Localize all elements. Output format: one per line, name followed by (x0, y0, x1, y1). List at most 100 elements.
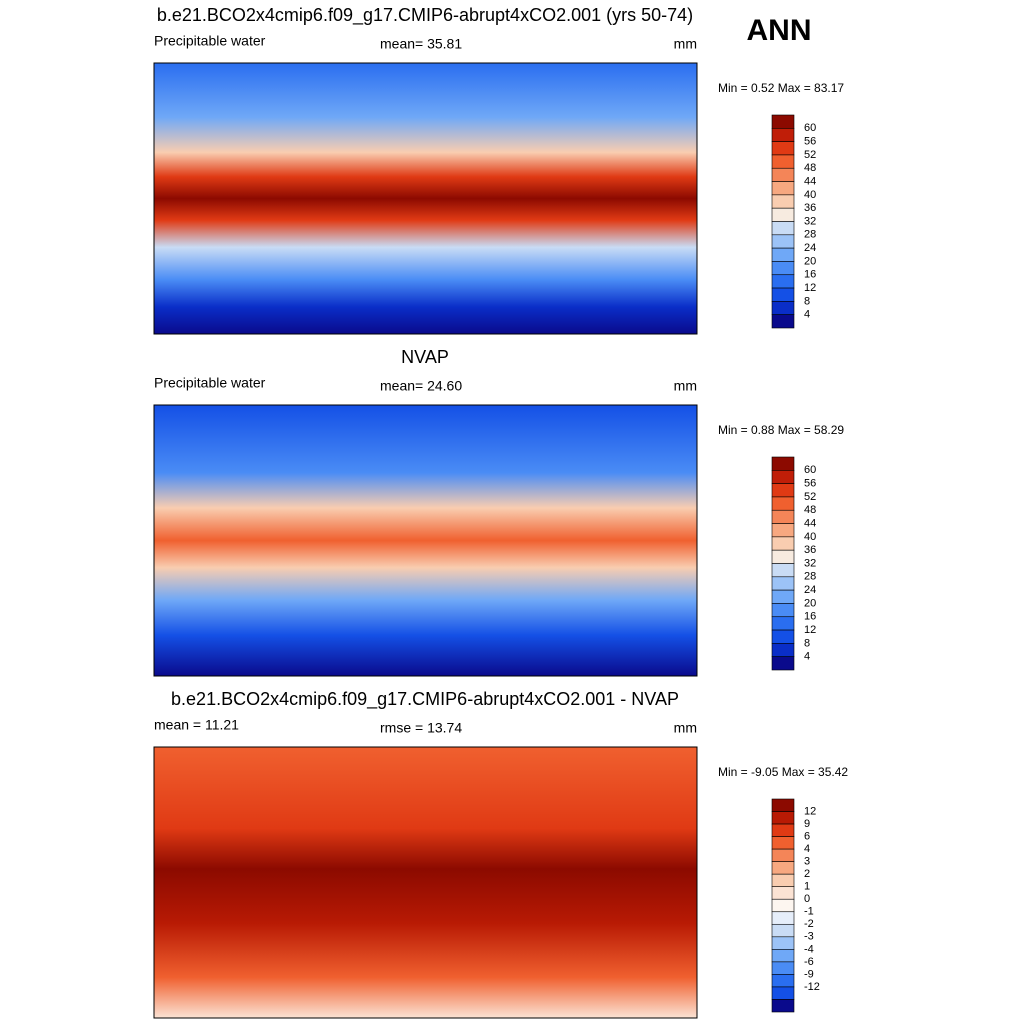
colorbar-label: 3 (804, 856, 810, 868)
colorbar-box (771, 911, 795, 925)
colorbar-label: 12 (804, 282, 816, 294)
colorbar-label: -9 (804, 968, 814, 980)
colorbar-box (771, 456, 795, 471)
colorbar-label: 6 (804, 830, 810, 842)
colorbar-label: 60 (804, 464, 816, 476)
colorbar-label: 4 (804, 651, 810, 663)
colorbar-label: -1 (804, 906, 814, 918)
colorbar-box (771, 167, 795, 182)
colorbar-box (771, 563, 795, 578)
colorbar-box (771, 207, 795, 222)
colorbar-label: 4 (804, 843, 810, 855)
colorbar-box (771, 589, 795, 604)
colorbar-box (771, 923, 795, 938)
colorbar-box (771, 509, 795, 524)
colorbar-label: 52 (804, 149, 816, 161)
colorbar-box (771, 656, 795, 671)
panel-title: b.e21.BCO2x4cmip6.f09_g17.CMIP6-abrupt4x… (171, 689, 679, 710)
colorbar-box (771, 576, 795, 591)
colorbar-label: -12 (804, 981, 820, 993)
min-max-label: Min = 0.52 Max = 83.17 (718, 81, 844, 95)
colorbar-label: -3 (804, 931, 814, 943)
colorbar-label: 56 (804, 478, 816, 490)
colorbar-box (771, 234, 795, 249)
colorbar-label: 44 (804, 517, 816, 529)
colorbar-label: 36 (804, 202, 816, 214)
min-max-label: Min = 0.88 Max = 58.29 (718, 423, 844, 437)
colorbar-box (771, 629, 795, 644)
colorbar-label: 48 (804, 504, 816, 516)
map-field (153, 404, 698, 677)
colorbar-box (771, 616, 795, 631)
season-label: ANN (747, 14, 812, 47)
colorbar-box (771, 836, 795, 850)
colorbar-label: 1 (804, 881, 810, 893)
colorbar-label: 28 (804, 571, 816, 583)
colorbar-label: 56 (804, 136, 816, 148)
colorbar-label: 40 (804, 531, 816, 543)
colorbar-box (771, 886, 795, 900)
left-label: Precipitable water (154, 33, 266, 49)
colorbar-label: 12 (804, 805, 816, 817)
colorbar-box (771, 247, 795, 262)
colorbar-box (771, 798, 795, 812)
colorbar-box (771, 974, 795, 988)
colorbar-box (771, 141, 795, 156)
colorbar-box (771, 483, 795, 498)
colorbar-label: 28 (804, 229, 816, 241)
colorbar-box (771, 873, 795, 888)
colorbar-label: 60 (804, 122, 816, 134)
colorbar-box (771, 861, 795, 875)
colorbar-label: 24 (804, 584, 816, 596)
colorbar-box (771, 114, 795, 129)
colorbar-box (771, 936, 795, 950)
map-field (153, 746, 698, 1019)
colorbar-box (771, 898, 795, 913)
colorbar-box (771, 301, 795, 315)
colorbar-box (771, 314, 795, 329)
colorbar-label: 2 (804, 868, 810, 880)
min-max-label: Min = -9.05 Max = 35.42 (718, 765, 848, 779)
map-field (153, 62, 698, 335)
colorbar-label: 4 (804, 309, 810, 321)
colorbar-label: 20 (804, 255, 816, 267)
colorbar-label: 52 (804, 491, 816, 503)
colorbar-box (771, 261, 795, 276)
colorbar-label: 12 (804, 624, 816, 636)
colorbar-label: 36 (804, 544, 816, 556)
colorbar-box (771, 128, 795, 142)
colorbar-box (771, 287, 795, 302)
colorbar-label: 20 (804, 597, 816, 609)
colorbar-box (771, 999, 795, 1013)
colorbar-label: -6 (804, 956, 814, 968)
colorbar-label: -4 (804, 943, 814, 955)
colorbar-box (771, 848, 795, 862)
center-label: mean= 35.81 (380, 36, 462, 52)
colorbar-box (771, 470, 795, 484)
colorbar-box (771, 603, 795, 618)
colorbar-box (771, 536, 795, 551)
colorbar-box (771, 154, 795, 169)
colorbar-box (771, 811, 795, 825)
center-label: mean= 24.60 (380, 378, 462, 394)
colorbar-label: 24 (804, 242, 816, 254)
left-label: Precipitable water (154, 375, 266, 391)
colorbar-box (771, 496, 795, 511)
units-label: mm (674, 36, 697, 52)
colorbar-box (771, 181, 795, 196)
colorbar-box (771, 194, 795, 209)
colorbar-label: 8 (804, 295, 810, 307)
units-label: mm (674, 378, 697, 394)
colorbar-box (771, 949, 795, 963)
colorbar-label: 32 (804, 557, 816, 569)
colorbar-label: 44 (804, 175, 816, 187)
colorbar-label: 48 (804, 162, 816, 174)
center-label: rmse = 13.74 (380, 720, 462, 736)
panel-title: b.e21.BCO2x4cmip6.f09_g17.CMIP6-abrupt4x… (157, 5, 693, 26)
colorbar-label: 8 (804, 637, 810, 649)
colorbar-box (771, 823, 795, 837)
colorbar-box (771, 643, 795, 657)
units-label: mm (674, 720, 697, 736)
colorbar-label: -2 (804, 918, 814, 930)
